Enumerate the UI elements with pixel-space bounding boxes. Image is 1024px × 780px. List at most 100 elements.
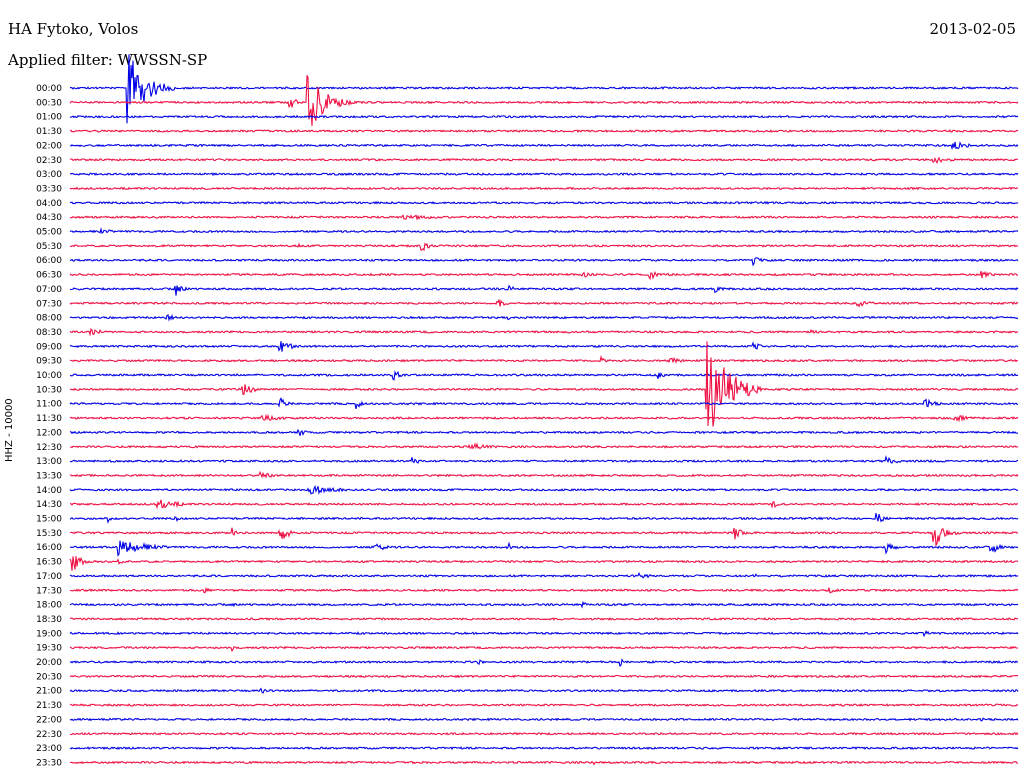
time-label-1230: 12:30 [36,443,62,453]
time-label-0800: 08:00 [36,314,62,324]
trace-2130 [69,703,1019,707]
trace-2000 [69,658,1019,667]
time-label-1700: 17:00 [36,572,62,582]
trace-0200 [69,141,1019,151]
time-label-1530: 15:30 [36,529,62,539]
trace-1230 [69,442,1019,450]
time-label-2330: 23:30 [36,758,62,768]
trace-0100 [69,114,1019,119]
trace-0730 [69,299,1019,308]
trace-0330 [69,186,1019,191]
time-label-1830: 18:30 [36,615,62,625]
time-label-2030: 20:30 [36,672,62,682]
time-label-1030: 10:30 [36,385,62,395]
time-label-2230: 22:30 [36,730,62,740]
time-label-1130: 11:30 [36,414,62,424]
time-label-0900: 09:00 [36,342,62,352]
trace-1630 [69,556,1019,571]
trace-0930 [69,354,1019,364]
trace-1400 [69,484,1019,495]
time-label-0130: 01:30 [36,127,62,137]
time-label-1000: 10:00 [36,371,62,381]
trace-1930 [69,645,1019,653]
trace-1730 [69,586,1019,594]
trace-1300 [69,455,1019,464]
time-label-0630: 06:30 [36,271,62,281]
trace-0230 [69,156,1019,165]
trace-0400 [69,200,1019,205]
trace-1100 [69,397,1019,410]
trace-2300 [69,746,1019,751]
time-label-0700: 07:00 [36,285,62,295]
trace-1430 [70,499,1019,510]
station-title: HA Fytoko, Volos [8,20,139,38]
time-label-0430: 04:30 [36,213,62,223]
trace-0300 [70,172,1019,177]
time-label-0500: 05:00 [36,228,62,238]
time-label-0000: 00:00 [36,84,62,94]
trace-1200 [69,428,1019,437]
trace-0800 [69,313,1018,322]
trace-1800 [69,600,1019,609]
time-label-1400: 14:00 [36,486,62,496]
trace-2100 [69,687,1019,694]
trace-2230 [69,731,1019,736]
trace-2330 [69,760,1019,766]
time-label-2300: 23:00 [36,744,62,754]
trace-0030 [69,75,1019,126]
trace-1900 [69,630,1019,638]
time-label-0830: 08:30 [36,328,62,338]
trace-0000 [69,54,1019,124]
time-label-0030: 00:30 [36,98,62,108]
time-label-1100: 11:00 [36,400,62,410]
trace-1530 [69,527,1019,547]
time-label-0930: 09:30 [36,357,62,367]
trace-0530 [69,242,1019,252]
time-label-0400: 04:00 [36,199,62,209]
filter-label: Applied filter: WWSSN-SP [8,51,208,69]
time-label-0600: 06:00 [36,256,62,266]
time-label-0330: 03:30 [36,184,62,194]
trace-0630 [69,270,1019,281]
time-label-1500: 15:00 [36,515,62,525]
trace-1600 [69,540,1019,557]
trace-1030 [69,341,1019,427]
trace-0430 [69,214,1019,221]
time-label-1800: 18:00 [36,601,62,611]
time-label-1300: 13:00 [36,457,62,467]
trace-1700 [69,571,1019,579]
trace-0700 [69,284,1019,296]
time-label-1730: 17:30 [36,586,62,596]
trace-1130 [69,413,1019,423]
time-label-1200: 12:00 [36,428,62,438]
time-label-2130: 21:30 [36,701,62,711]
trace-0130 [69,129,1019,133]
trace-1500 [69,512,1019,524]
time-label-1900: 19:00 [36,629,62,639]
time-label-1600: 16:00 [36,543,62,553]
time-label-0530: 05:30 [36,242,62,252]
trace-2030 [69,674,1019,679]
trace-1000 [69,370,1019,381]
time-label-2000: 20:00 [36,658,62,668]
trace-0600 [69,257,1019,267]
trace-1330 [69,470,1019,479]
time-label-0200: 02:00 [36,141,62,151]
time-label-1330: 13:30 [36,471,62,481]
time-label-1630: 16:30 [36,558,62,568]
time-label-2200: 22:00 [36,715,62,725]
time-label-1930: 19:30 [36,644,62,654]
trace-0830 [69,327,1019,337]
trace-0500 [69,227,1019,235]
trace-2200 [69,717,1019,722]
time-label-1430: 14:30 [36,500,62,510]
time-label-0230: 02:30 [36,156,62,166]
date-label: 2013-02-05 [929,20,1016,38]
trace-0900 [69,341,1019,352]
time-label-0100: 01:00 [36,113,62,123]
time-label-2100: 21:00 [36,687,62,697]
time-label-0300: 03:00 [36,170,62,180]
time-label-0730: 07:30 [36,299,62,309]
trace-1830 [69,617,1019,621]
